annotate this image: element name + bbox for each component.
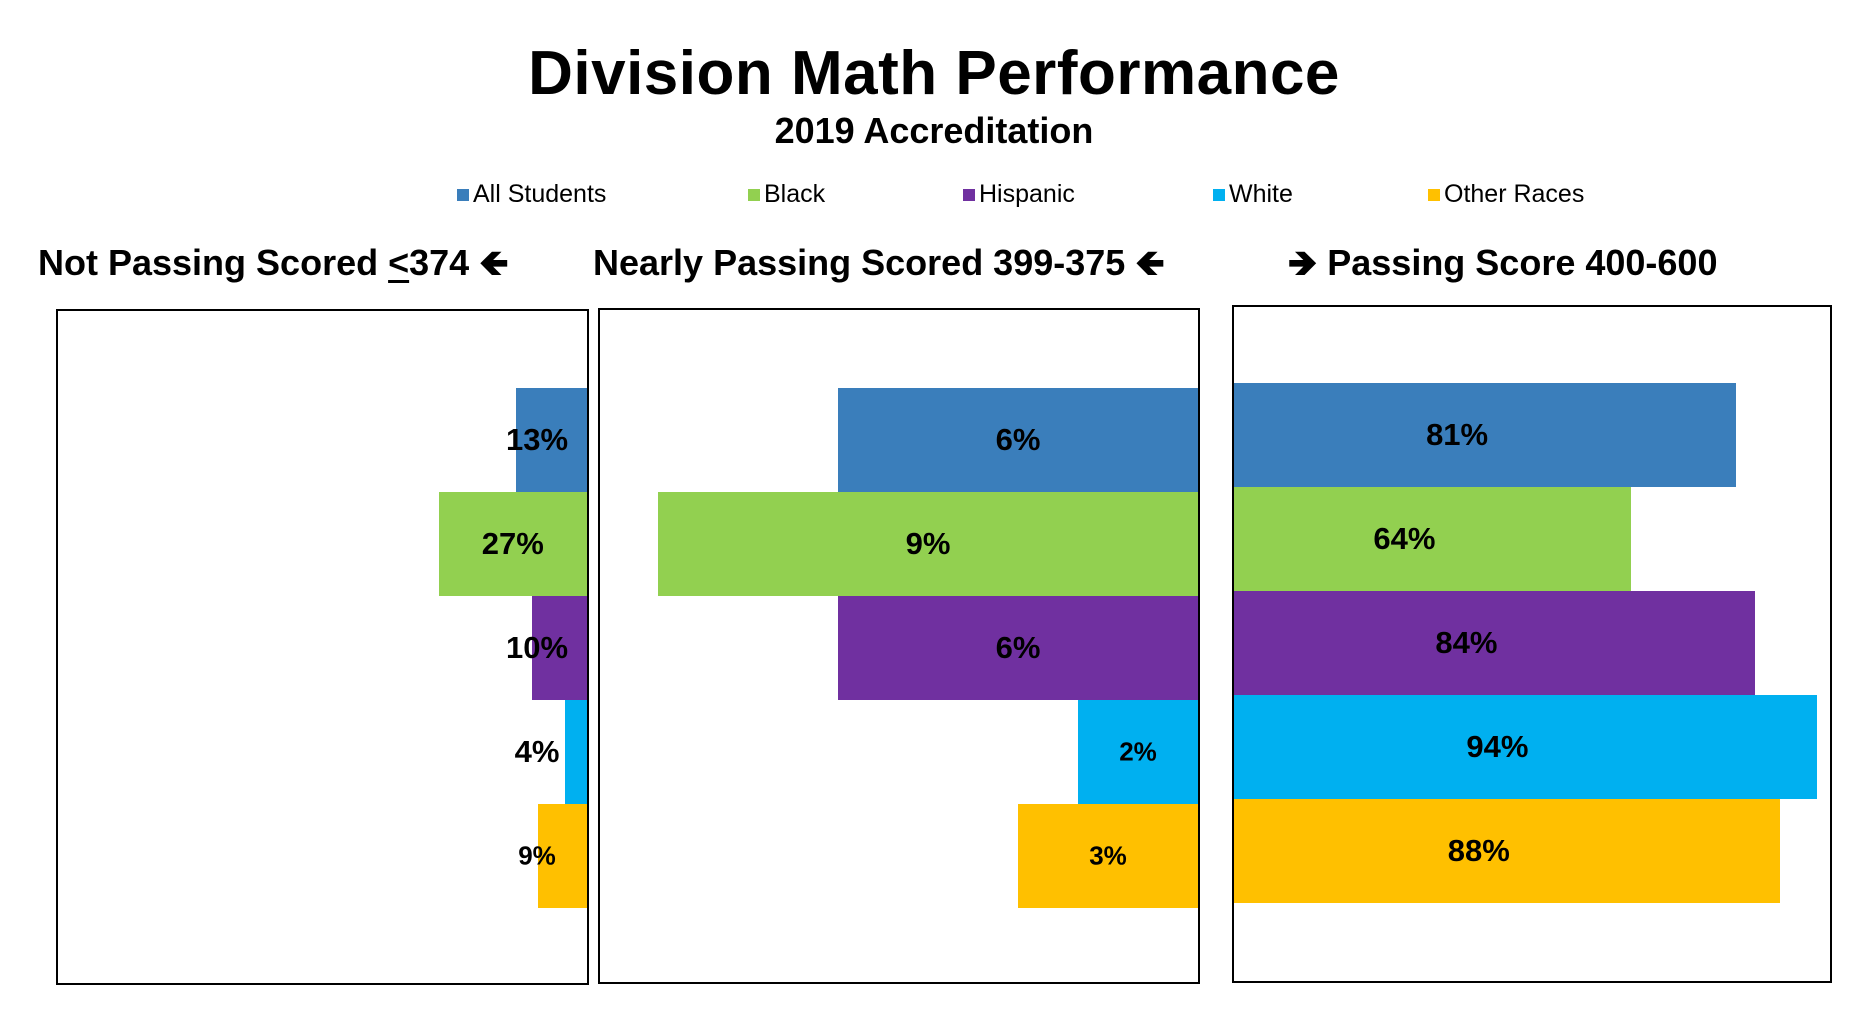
panel-title-text: Not Passing Scored	[38, 242, 389, 283]
bar-all-students	[515, 388, 587, 492]
bar-white	[1234, 695, 1817, 799]
legend-item-black: Black	[748, 180, 825, 209]
chart-subtitle: 2019 Accreditation	[774, 110, 1094, 151]
bar-all-students	[1234, 383, 1737, 487]
bar-value-label: 4%	[514, 734, 560, 769]
bar-value-label: 2%	[1119, 736, 1157, 767]
panel-title-text: Nearly Passing Scored 399-375	[593, 242, 1136, 283]
bar-white	[565, 700, 587, 804]
arrow-left-icon: 🡸	[479, 242, 509, 283]
arrow-left-icon: 🡸	[1135, 242, 1165, 283]
arrow-right-icon: 🡺	[1288, 242, 1318, 283]
chart-title: Division Math Performance	[528, 39, 1340, 108]
bar-value-label: 3%	[1089, 840, 1127, 871]
bar-value-label: 13%	[505, 422, 569, 457]
legend-swatch	[963, 188, 975, 201]
legend-swatch	[1428, 188, 1440, 201]
bar-all-students	[838, 388, 1198, 492]
bar-value-label: 9%	[905, 526, 951, 561]
bar-white	[1078, 700, 1198, 804]
legend-label: Black	[764, 180, 826, 208]
legend-label: Other Races	[1444, 180, 1585, 208]
bar-hispanic	[532, 596, 587, 700]
legend-swatch	[1213, 188, 1225, 201]
bar-other-races	[537, 804, 587, 908]
legend-item-hispanic: Hispanic	[963, 180, 1075, 209]
panel-nearly-passing: 6% 9% 6% 2% 3%	[598, 308, 1200, 984]
legend-item-other-races: Other Races	[1428, 180, 1584, 209]
legend-swatch	[748, 188, 760, 201]
bar-black	[658, 492, 1198, 596]
bar-other-races	[1234, 799, 1780, 903]
bar-value-label: 6%	[995, 630, 1041, 665]
bar-value-label: 84%	[1435, 625, 1498, 660]
bar-value-label: 64%	[1373, 521, 1436, 556]
bar-black	[1234, 487, 1631, 591]
legend-label: White	[1229, 180, 1293, 208]
bar-value-label: 27%	[481, 526, 544, 561]
less-than-sign: <	[388, 242, 410, 283]
bar-value-label: 81%	[1426, 417, 1489, 452]
bar-value-label: 10%	[505, 630, 569, 665]
panel-title-not-passing: Not Passing Scored <374 🡸	[38, 237, 508, 298]
bar-hispanic	[838, 596, 1198, 700]
panel-title-nearly-passing: Nearly Passing Scored 399-375 🡸	[593, 237, 1165, 298]
bar-value-label: 9%	[518, 840, 556, 871]
bar-other-races	[1018, 804, 1198, 908]
legend: All Students Black Hispanic White Other …	[0, 180, 1868, 210]
bar-value-label: 88%	[1447, 833, 1510, 868]
panel-title-text: Passing Score 400-600	[1317, 242, 1718, 283]
legend-item-all-students: All Students	[457, 180, 606, 209]
bar-value-label: 94%	[1466, 729, 1529, 764]
panel-passing: 81% 64% 84% 94% 88%	[1232, 305, 1832, 983]
legend-swatch	[457, 188, 469, 201]
legend-item-white: White	[1213, 180, 1293, 209]
panel-title-value: 374	[409, 242, 480, 283]
bar-hispanic	[1234, 591, 1755, 695]
legend-label: All Students	[473, 180, 607, 208]
panel-title-passing: 🡺 Passing Score 400-600	[1288, 237, 1717, 298]
panel-not-passing: 13% 27% 10% 4% 9%	[56, 309, 589, 985]
bar-value-label: 6%	[995, 422, 1041, 457]
legend-label: Hispanic	[979, 180, 1075, 208]
bar-black	[438, 492, 587, 596]
